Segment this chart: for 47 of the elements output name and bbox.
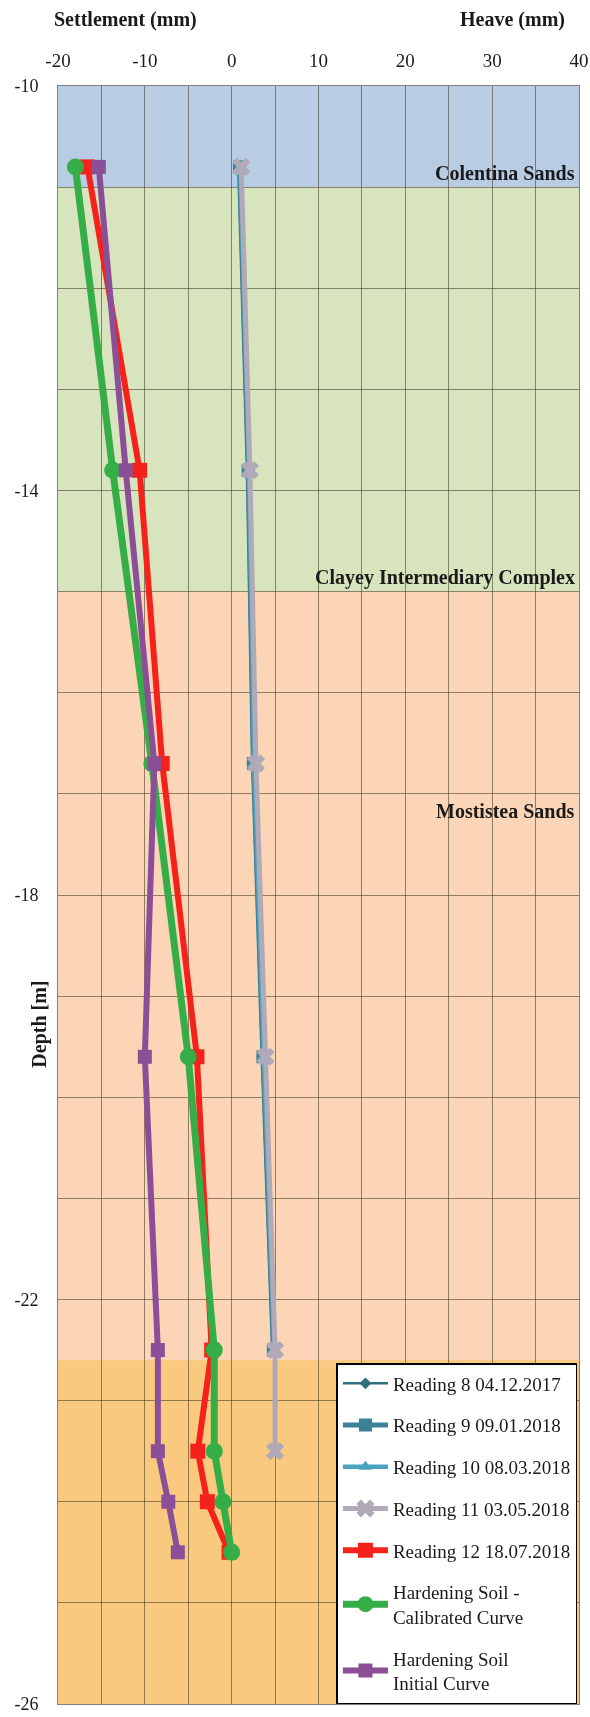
- band-label: Clayey Intermediary Complex: [315, 566, 575, 589]
- point: [137, 1049, 152, 1064]
- x-tick-label: 10: [309, 50, 328, 72]
- point: [132, 462, 148, 478]
- point: [266, 1341, 285, 1360]
- point: [118, 463, 133, 478]
- point: [232, 157, 251, 176]
- legend-label: Reading 9 09.01.2018: [392, 1415, 561, 1437]
- point: [199, 1494, 215, 1510]
- point: [161, 1494, 176, 1509]
- x-tick-label: 20: [395, 50, 415, 72]
- point: [205, 1442, 223, 1460]
- legend-label: Reading 12 18.07.2018: [392, 1540, 571, 1562]
- point: [179, 1048, 197, 1066]
- point: [66, 158, 84, 176]
- x-tick-label: 40: [569, 50, 589, 72]
- legend-label: Reading 8 04.12.2017: [392, 1373, 561, 1395]
- legend-label: Reading 11 03.05.2018: [392, 1498, 570, 1520]
- point: [150, 1343, 165, 1358]
- legend-label: Reading 10 08.03.2018: [392, 1457, 571, 1479]
- point: [91, 159, 106, 174]
- y-tick-label: -18: [14, 885, 39, 906]
- point: [170, 1545, 185, 1560]
- band-label: Mostistea Sands: [436, 800, 575, 822]
- x-tick-label: -20: [45, 50, 71, 72]
- point: [190, 1443, 206, 1459]
- y-tick-label: -26: [14, 1694, 39, 1715]
- text: Heave (mm): [460, 8, 565, 31]
- point: [223, 1543, 241, 1561]
- y-tick-label: -10: [14, 76, 39, 97]
- point: [150, 1444, 165, 1459]
- point: [214, 1493, 232, 1511]
- point: [246, 754, 266, 773]
- band-label: Colentina Sands: [435, 162, 575, 184]
- x-tick-label: 0: [226, 50, 237, 72]
- x-tick-label: -10: [132, 50, 158, 72]
- text: Settlement (mm): [54, 8, 197, 31]
- y-tick-label: -14: [14, 480, 39, 501]
- point: [266, 1442, 285, 1461]
- x-tick-label: 30: [482, 50, 502, 72]
- point: [147, 756, 162, 771]
- point: [240, 461, 259, 480]
- point: [256, 1047, 275, 1066]
- legend-label: Hardening Soil - Calibrated Curve: [392, 1582, 524, 1628]
- y-axis-title: Depth [m]: [27, 980, 51, 1068]
- y-tick-label: -22: [14, 1289, 39, 1310]
- legend-label: Hardening Soil Initial Curve: [392, 1648, 509, 1695]
